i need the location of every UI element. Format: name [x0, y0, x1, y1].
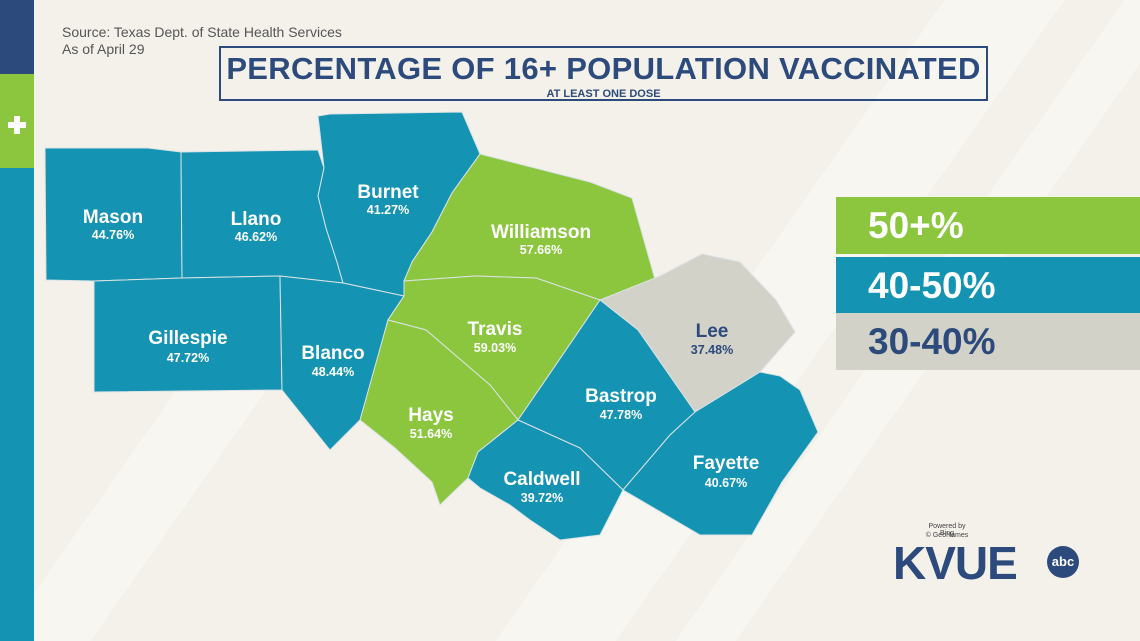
county-value: 44.76%: [92, 228, 134, 242]
legend-label: 30-40%: [868, 321, 996, 362]
page-subtitle: AT LEAST ONE DOSE: [546, 88, 661, 100]
county-fayette[interactable]: [622, 371, 819, 536]
side-bar-navy: [0, 0, 34, 74]
title-box: PERCENTAGE OF 16+ POPULATION VACCINATED …: [219, 46, 988, 101]
county-name: Bastrop: [585, 386, 657, 407]
legend-item-low: 30-40%: [836, 313, 1140, 370]
county-value: 40.67%: [705, 476, 747, 490]
county-name: Gillespie: [148, 328, 227, 349]
county-value: 59.03%: [474, 341, 516, 355]
credit-line: Powered by Bing: [928, 523, 966, 537]
side-bar-teal: [0, 168, 34, 641]
county-name: Blanco: [301, 343, 364, 364]
county-name: Burnet: [357, 182, 419, 203]
as-of-date: As of April 29: [62, 41, 145, 57]
legend-label: 40-50%: [868, 265, 996, 306]
county-value: 57.66%: [520, 243, 562, 257]
county-labels: Mason 44.76% Llano 46.62% Burnet 41.27% …: [83, 182, 759, 505]
side-bar: [0, 0, 34, 641]
county-name: Lee: [696, 321, 729, 342]
county-value: 47.78%: [600, 408, 642, 422]
county-value: 47.72%: [167, 351, 209, 365]
county-name: Caldwell: [503, 469, 580, 490]
county-name: Williamson: [491, 222, 591, 243]
county-value: 46.62%: [235, 230, 277, 244]
legend-label: 50+%: [868, 205, 964, 246]
legend-item-high: 50+%: [836, 197, 1140, 254]
county-value: 48.44%: [312, 365, 354, 379]
abc-logo: abc: [1047, 546, 1079, 578]
county-value: 39.72%: [521, 491, 563, 505]
county-caldwell[interactable]: [467, 419, 624, 541]
legend-item-mid: 40-50%: [836, 257, 1140, 314]
kvue-logo: KVUE: [893, 537, 1018, 589]
county-name: Llano: [231, 209, 282, 230]
county-name: Fayette: [693, 453, 760, 474]
county-name: Hays: [408, 405, 453, 426]
source-text: Source: Texas Dept. of State Health Serv…: [62, 24, 342, 40]
county-value: 41.27%: [367, 203, 409, 217]
county-name: Travis: [468, 319, 523, 340]
page-title: PERCENTAGE OF 16+ POPULATION VACCINATED: [226, 51, 981, 86]
plus-icon: [8, 116, 26, 134]
county-value: 51.64%: [410, 427, 452, 441]
county-name: Mason: [83, 207, 143, 228]
credit-line: © GeoNames: [925, 532, 969, 539]
county-value: 37.48%: [691, 343, 733, 357]
